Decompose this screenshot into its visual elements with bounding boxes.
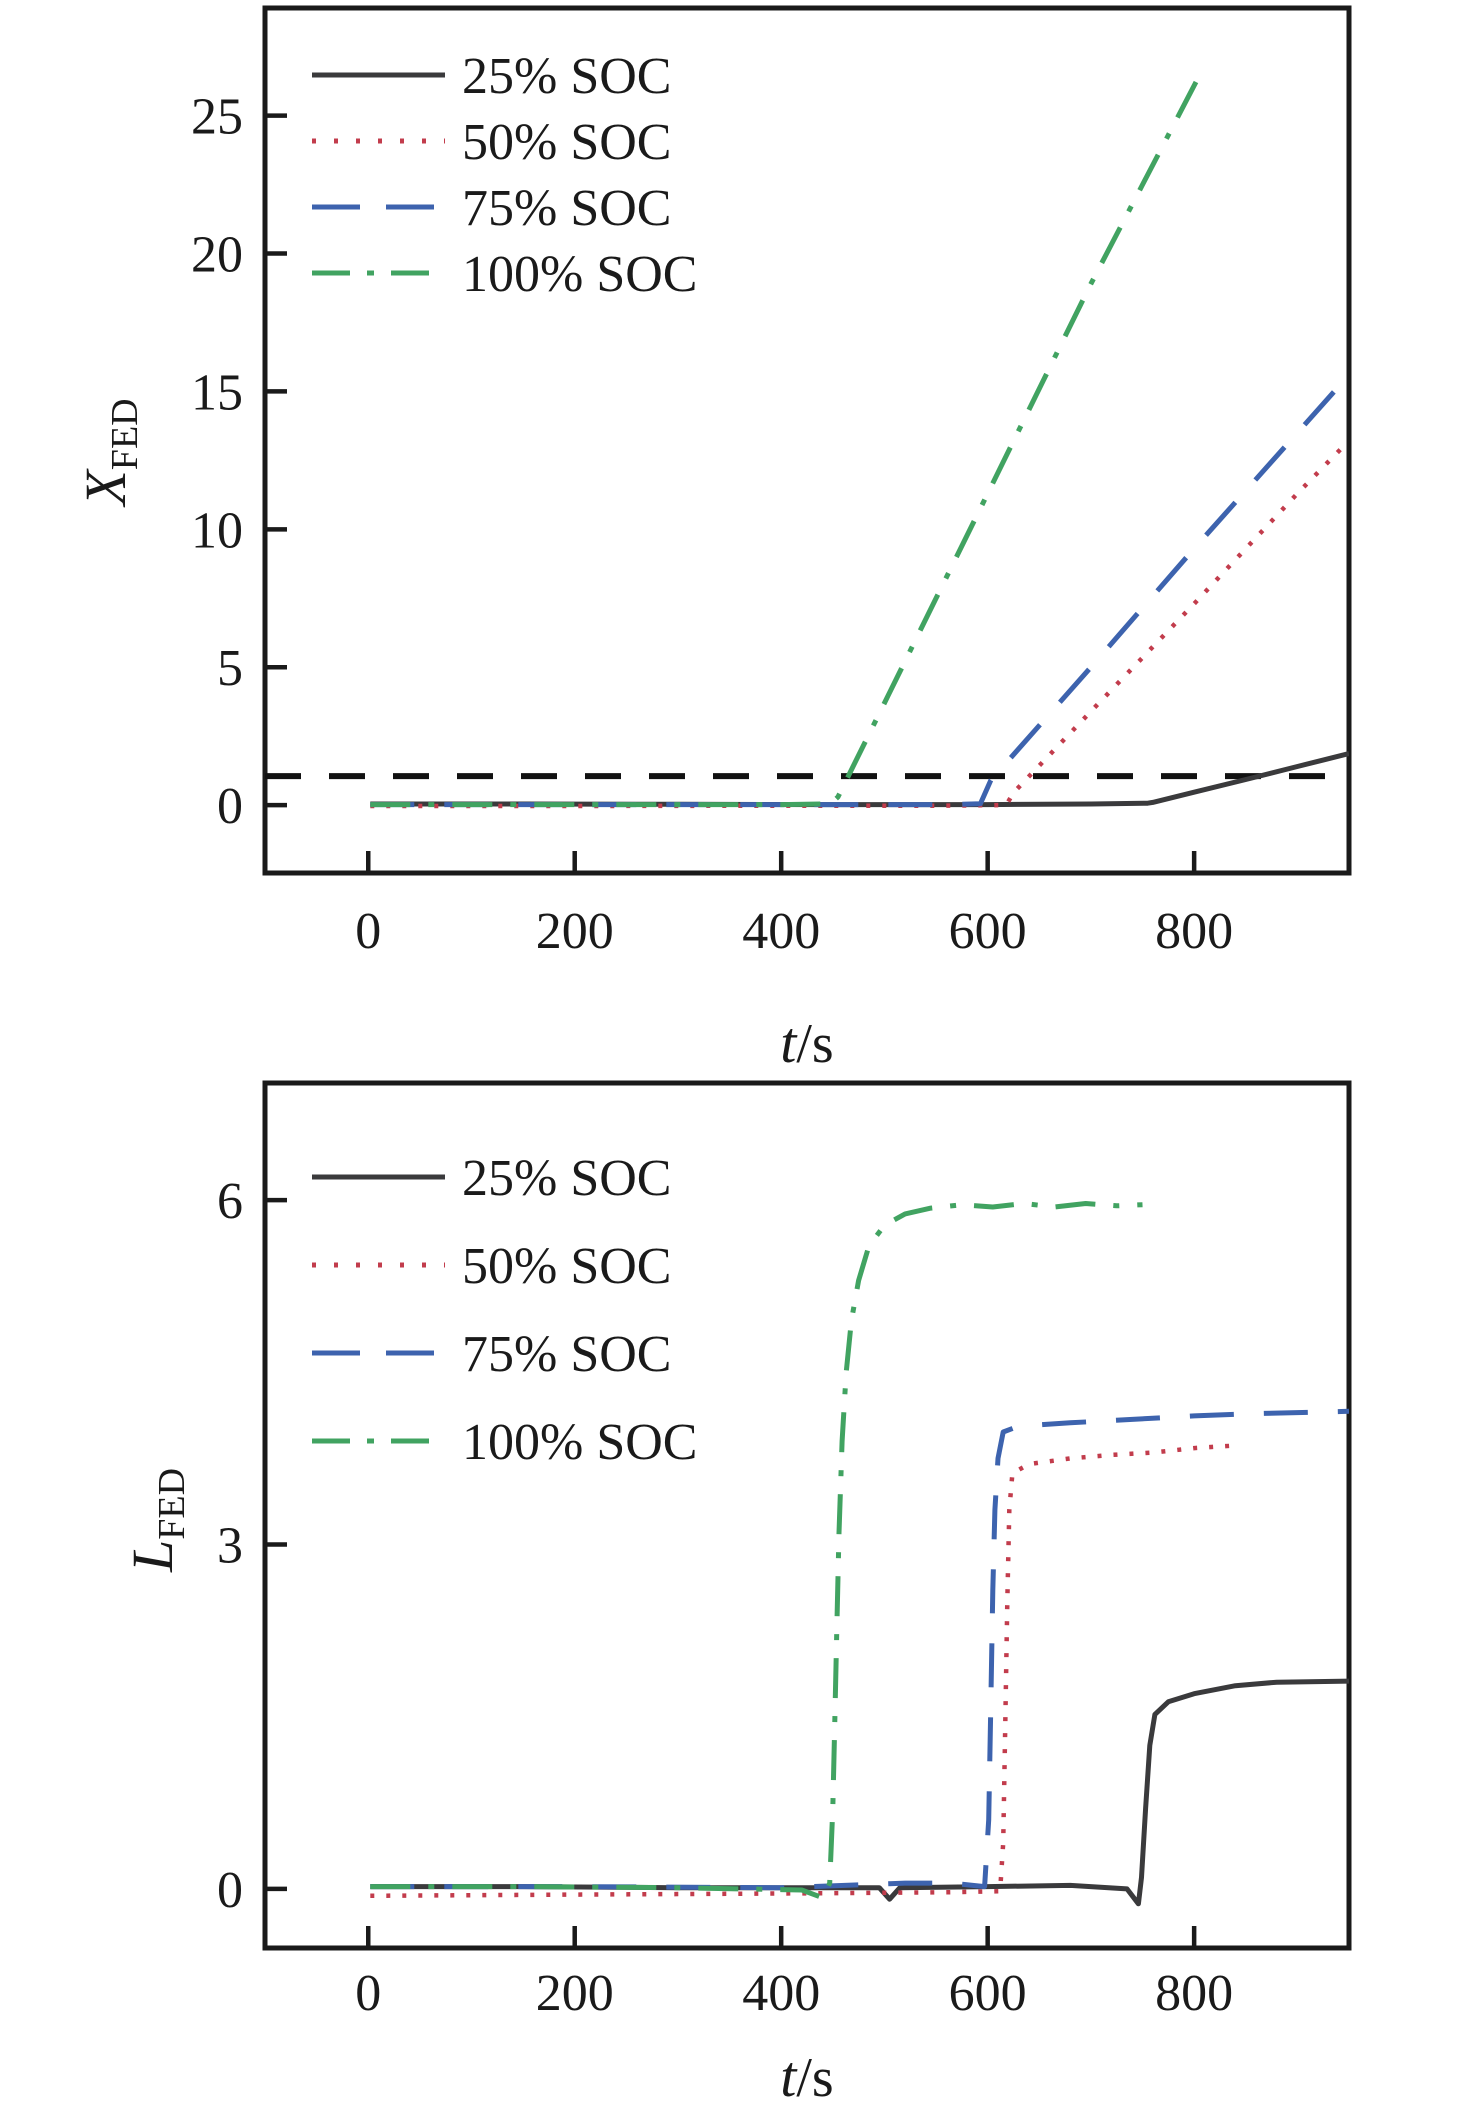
x-tick-label: 600: [949, 1965, 1027, 2022]
y-tick-label: 0: [217, 1862, 243, 1919]
bottom-panel-group: 0 200 400 600 800 0 3 6 25% SOC 50% SOC 75% SOC 100…: [217, 1080, 1352, 2022]
legend-label: 50% SOC: [462, 114, 671, 171]
x-tick-label: 400: [742, 1965, 820, 2022]
legend-label: 25% SOC: [462, 48, 671, 105]
legend-label: 50% SOC: [462, 1238, 671, 1295]
y-tick-label: 6: [217, 1173, 243, 1230]
legend-label: 75% SOC: [462, 1326, 671, 1383]
series-75-soc: [370, 1408, 1349, 1891]
y-axis-label-top: XFED: [73, 398, 146, 507]
x-tick-label: 0: [355, 903, 381, 960]
axes-frame: [262, 5, 1352, 876]
y-axis-label-bottom: LFED: [120, 1468, 193, 1573]
x-tick-label: 800: [1155, 1965, 1233, 2022]
x-tick-label: 600: [949, 903, 1027, 960]
legend-label: 25% SOC: [462, 1150, 671, 1207]
top-panel-group: 0 200 400 600 800 0 5 10 15 20 25 25% SOC 50% SOC 75%…: [191, 5, 1352, 960]
x-tick-label: 200: [536, 1965, 614, 2022]
y-tick-label: 15: [191, 364, 243, 421]
y-tick-label: 20: [191, 226, 243, 283]
y-tick-label: 3: [217, 1517, 243, 1574]
legend-label: 100% SOC: [462, 246, 697, 303]
legend-label: 100% SOC: [462, 1414, 697, 1471]
series-100-soc: [370, 1201, 1143, 1901]
y-tick-label: 0: [217, 778, 243, 835]
x-tick-label: 800: [1155, 903, 1233, 960]
series-25-soc: [370, 1678, 1349, 1907]
x-axis-label-top: t/s: [780, 1010, 833, 1075]
x-tick-label: 0: [355, 1965, 381, 2022]
y-tick-label: 25: [191, 89, 243, 146]
x-axis-label-bottom: t/s: [780, 2044, 833, 2109]
legend-label: 75% SOC: [462, 180, 671, 237]
series-50-soc: [370, 1443, 1232, 1899]
x-tick-label: 200: [536, 903, 614, 960]
y-tick-label: 10: [191, 502, 243, 559]
series-75-soc: [370, 373, 1349, 808]
axes-frame: [262, 1080, 1352, 1951]
x-tick-label: 400: [742, 903, 820, 960]
y-tick-label: 5: [217, 640, 243, 697]
series-100-soc: [370, 78, 1200, 808]
